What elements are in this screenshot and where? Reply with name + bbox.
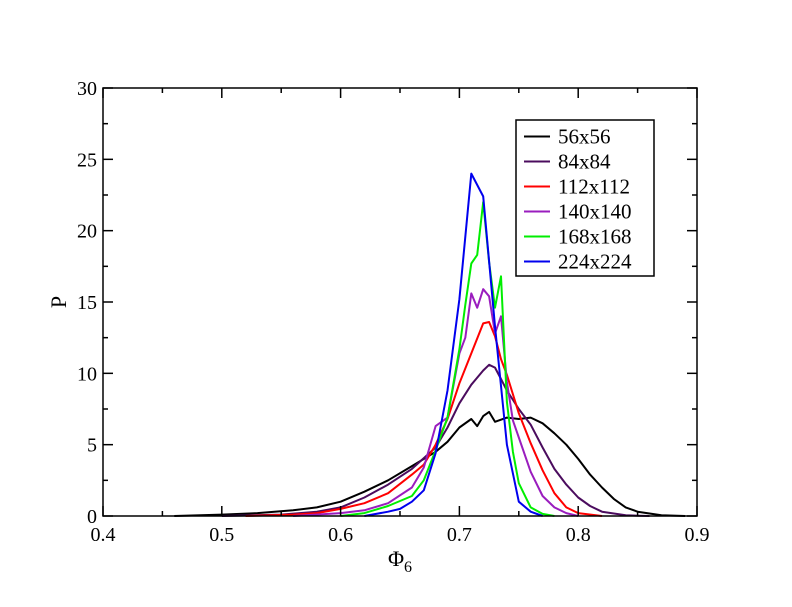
x-axis-label-subscript: 6 (404, 559, 412, 576)
legend-box (515, 119, 655, 277)
y-tick-label: 0 (87, 506, 97, 528)
legend-label: 140x140 (558, 200, 632, 224)
series-line-140x140 (293, 288, 579, 517)
x-tick-label: 0.5 (209, 524, 234, 546)
series-line-112x112 (245, 321, 603, 517)
x-tick-label: 0.8 (566, 524, 591, 546)
y-tick-label: 15 (77, 292, 97, 314)
x-axis: 0.4 0.5 0.6 0.7 0.8 0.9 (91, 88, 710, 546)
legend-label: 112x112 (558, 175, 630, 199)
legend-label: 84x84 (558, 150, 611, 174)
x-axis-label: Φ6 (388, 546, 412, 576)
y-tick-label: 5 (87, 435, 97, 457)
x-tick-label: 0.6 (328, 524, 353, 546)
y-axis-label: P (46, 296, 71, 308)
series-lines (174, 172, 686, 517)
y-tick-label: 30 (77, 78, 97, 100)
series-line-56x56 (174, 410, 686, 517)
legend-label: 224x224 (558, 250, 632, 274)
series-line-224x224 (364, 172, 543, 517)
x-tick-label: 0.9 (685, 524, 710, 546)
y-tick-label: 25 (77, 149, 97, 171)
x-axis-label-main: Φ (388, 546, 404, 571)
series-line-84x84 (221, 363, 650, 517)
x-tick-label: 0.4 (91, 524, 116, 546)
legend-label: 168x168 (558, 225, 632, 249)
y-tick-label: 20 (77, 221, 97, 243)
legend-label: 56x56 (558, 125, 611, 149)
x-tick-label: 0.7 (447, 524, 472, 546)
series-line-168x168 (340, 201, 555, 517)
y-tick-label: 10 (77, 363, 97, 385)
y-axis: 0 5 10 15 20 25 30 (77, 78, 697, 528)
